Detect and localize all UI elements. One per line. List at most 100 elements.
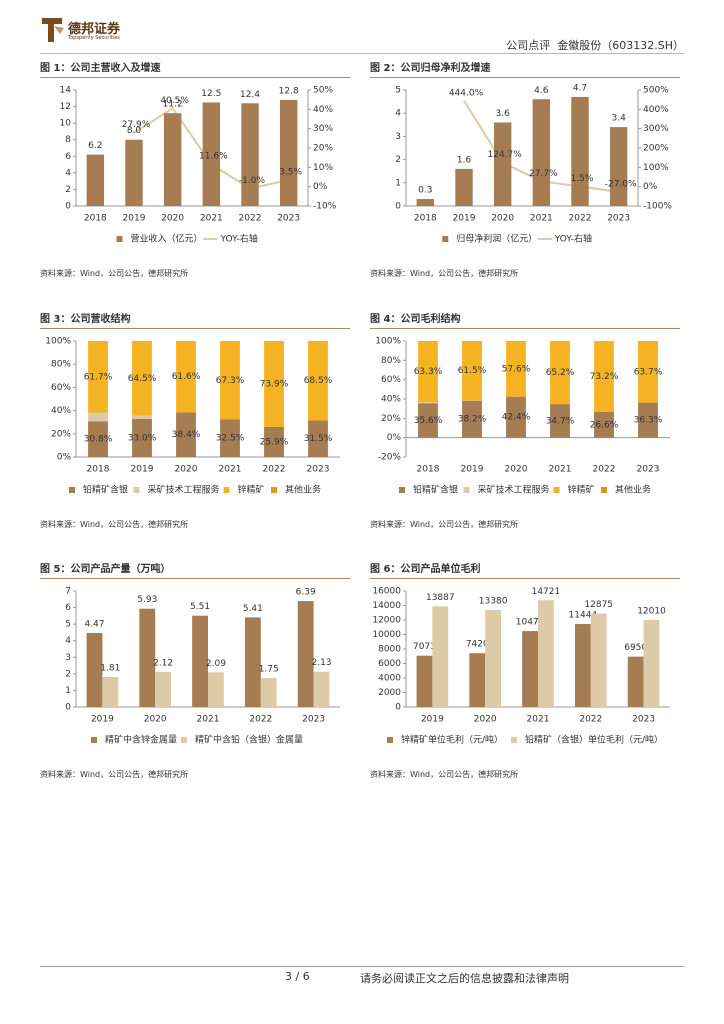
data-label: 12875 [584, 600, 613, 610]
x-tick-label: 2019 [91, 715, 114, 725]
x-tick-label: 2022 [249, 715, 272, 725]
data-label: 1.6 [457, 155, 472, 165]
data-label: 4.6 [534, 86, 549, 96]
figure: 图 2：公司归母净利及增速 0 1 2 3 4 5 -100% 0% 100% 200% 300% 40… [370, 60, 680, 300]
data-label: 11444 [569, 611, 598, 621]
y-tick-label: 0 [65, 703, 71, 713]
legend-swatch [399, 487, 405, 493]
legend-label: 铅精矿含银 [413, 484, 458, 496]
x-tick-label: 2021 [549, 465, 572, 475]
y-tick-label: 2 [65, 185, 71, 195]
legend-label: 采矿技术工程服务 [478, 484, 550, 496]
bar [493, 122, 512, 206]
x-tick-label: 2019 [131, 465, 154, 475]
y-tick-label: 40% [381, 395, 401, 405]
figure-title: 图 3：公司营收结构 [40, 311, 350, 329]
data-label: 12.4 [240, 90, 260, 100]
bar-segment [220, 341, 240, 420]
y2-tick-label: 0% [643, 182, 658, 192]
source: 资料来源：Wind，公司公告，德邦研究所 [40, 770, 189, 779]
x-tick-label: 2021 [200, 214, 223, 224]
chart: -20% 0% 20% 40% 60% 80% 100% 2018 2019 2020 2021 20… [375, 337, 670, 496]
bar-segment [88, 341, 108, 413]
bar [139, 608, 156, 707]
x-tick-label: 2023 [637, 465, 660, 475]
bar-segment [638, 341, 658, 403]
bar-segment [506, 341, 526, 397]
bar [163, 113, 182, 206]
x-tick-label: 2019 [461, 465, 484, 475]
legend-label: 精矿中含铅（含银）金属量 [195, 734, 303, 746]
x-tick-label: 2023 [632, 715, 655, 725]
y-tick-label: 4000 [378, 674, 401, 684]
x-tick-label: 2022 [593, 465, 616, 475]
bar [590, 613, 607, 707]
bar-segment [176, 412, 196, 457]
y-tick-label: 0% [387, 433, 402, 443]
data-label: 67.3% [216, 376, 245, 386]
figure-title: 图 6：公司产品单位毛利 [370, 561, 680, 579]
bar [571, 96, 589, 206]
y-tick-label: 8000 [378, 645, 401, 655]
y-tick-label: -20% [378, 453, 402, 463]
data-label: 1.81 [100, 664, 120, 674]
source: 资料来源：Wind，公司公告，德邦研究所 [40, 269, 189, 278]
legend-label: YOY-右轴 [554, 233, 592, 245]
data-label: 61.5% [458, 366, 487, 376]
legend-swatch [91, 737, 97, 743]
legend-label: 铅精矿（含银）单位毛利（元/吨） [525, 734, 663, 746]
bar-segment [418, 341, 438, 403]
bar [86, 632, 103, 707]
y-tick-label: 3 [395, 132, 401, 142]
data-label: 13380 [479, 596, 508, 606]
y-tick-label: 14000 [372, 601, 401, 611]
bar [260, 678, 277, 707]
bar [279, 99, 298, 206]
bar-segment [418, 403, 438, 438]
data-label: 7073 [413, 642, 436, 652]
data-label: 63.3% [414, 367, 443, 377]
data-label: 38.4% [172, 430, 201, 440]
data-label: 64.5% [128, 374, 157, 384]
data-label: 61.7% [84, 372, 113, 382]
x-tick-label: 2023 [302, 715, 325, 725]
x-tick-label: 2023 [277, 214, 300, 224]
y-tick-label: 0 [395, 202, 401, 212]
data-label: 63.7% [634, 367, 663, 377]
bar-segment [506, 396, 526, 438]
bar-segment [88, 412, 108, 422]
bar [485, 609, 502, 707]
data-label: 32.5% [216, 434, 245, 444]
y-tick-label: 3 [65, 653, 71, 663]
y-tick-label: 100% [375, 337, 401, 347]
bar [627, 656, 644, 707]
x-tick-label: 2018 [417, 465, 440, 475]
chart: 0 1 2 3 4 5 6 7 2019 2020 2021 2022 2023 4.47 5.93 5.51… [65, 587, 340, 746]
data-label: 6.39 [296, 588, 316, 598]
data-label: 6.2 [88, 141, 102, 151]
bar [643, 619, 660, 707]
data-label: 5.41 [243, 604, 263, 614]
bar-segment [594, 341, 614, 412]
bar-segment [418, 402, 438, 404]
bar-segment [132, 418, 152, 457]
y-tick-label: 2000 [378, 688, 401, 698]
data-label: 0.3 [418, 186, 432, 196]
chart: 0 2 4 6 8 10 12 14 -10% 0% 10% 20% 30% 40% 50% 2018 2019… [60, 86, 337, 245]
y-tick-label: 40% [51, 406, 71, 416]
logo [42, 18, 64, 42]
x-tick-label: 2020 [505, 465, 528, 475]
figure-title: 图 2：公司归母净利及增速 [370, 60, 680, 78]
y-tick-label: 0 [395, 703, 401, 713]
y-tick-label: 100% [45, 337, 71, 347]
figure: 图 1：公司主营收入及增速 0 2 4 6 8 10 12 14 -10% 0% 10% 20% 30% 4… [40, 60, 350, 300]
x-tick-label: 2018 [87, 465, 110, 475]
source: 资料来源：Wind，公司公告，德邦研究所 [40, 520, 189, 529]
data-label: 5.93 [137, 595, 157, 605]
x-tick-label: 2019 [123, 214, 146, 224]
y-tick-label: 14 [60, 86, 72, 96]
data-label: 40.5% [160, 96, 189, 106]
data-label: 25.9% [260, 437, 289, 447]
y-tick-label: 12000 [372, 616, 401, 626]
data-label: 73.9% [260, 380, 289, 390]
